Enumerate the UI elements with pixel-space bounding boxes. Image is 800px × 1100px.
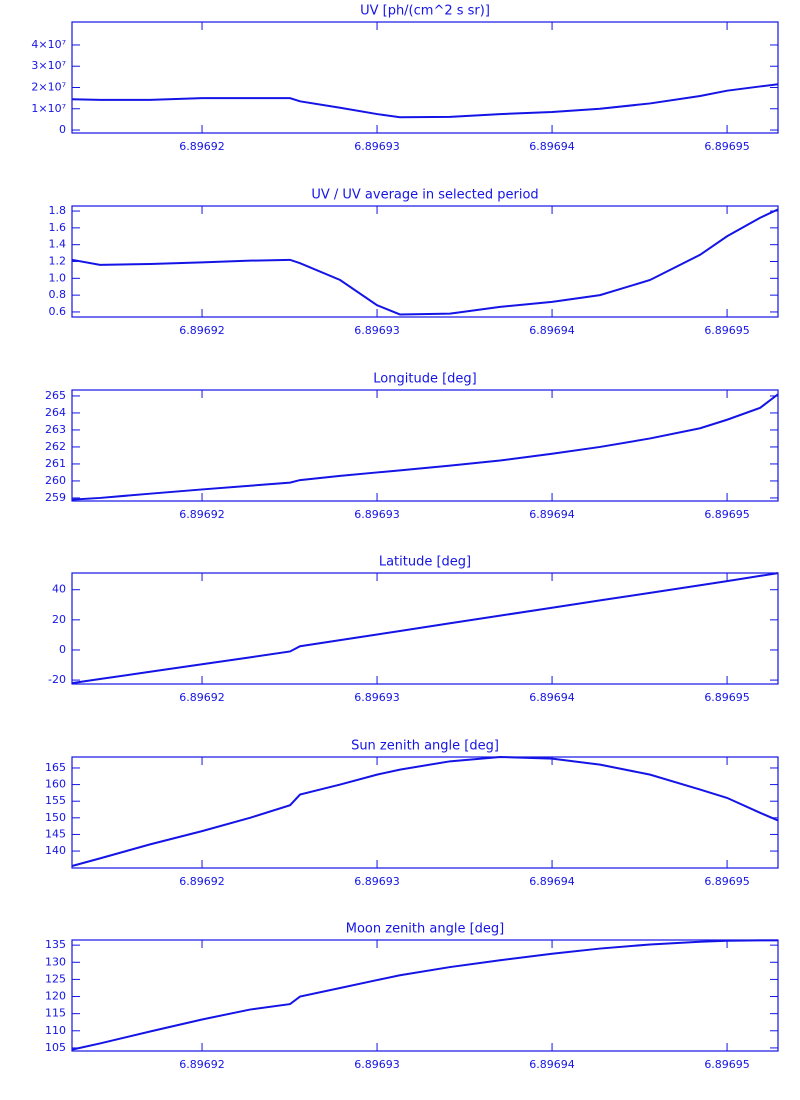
y-tick-label: 150 bbox=[45, 811, 66, 824]
x-tick-label: 6.89692 bbox=[179, 875, 225, 888]
y-tick-label: -20 bbox=[48, 673, 66, 686]
chart-title: Moon zenith angle [deg] bbox=[346, 922, 504, 937]
y-tick-label: 40 bbox=[52, 583, 66, 596]
chart-title: UV [ph/(cm^2 s sr)] bbox=[360, 4, 490, 19]
y-tick-label: 4×10⁷ bbox=[31, 38, 66, 51]
x-tick-label: 6.89692 bbox=[179, 140, 225, 153]
y-tick-label: 160 bbox=[45, 778, 66, 791]
y-tick-label: 140 bbox=[45, 844, 66, 857]
y-tick-label: 263 bbox=[45, 423, 66, 436]
data-line bbox=[71, 755, 779, 867]
y-tick-label: 0 bbox=[59, 643, 66, 656]
y-tick-label: 1.6 bbox=[49, 221, 67, 234]
x-tick-label: 6.89692 bbox=[179, 324, 225, 337]
x-tick-label: 6.89692 bbox=[179, 691, 225, 704]
x-tick-label: 6.89694 bbox=[529, 140, 575, 153]
x-tick-label: 6.89693 bbox=[354, 875, 400, 888]
data-line bbox=[71, 393, 779, 501]
y-tick-label: 1.0 bbox=[49, 271, 67, 284]
x-tick-label: 6.89695 bbox=[704, 1058, 750, 1071]
y-tick-label: 2×10⁷ bbox=[31, 80, 66, 93]
y-tick-label: 125 bbox=[45, 972, 66, 985]
data-line bbox=[71, 572, 779, 685]
plot-frame bbox=[71, 21, 779, 134]
y-tick-label: 3×10⁷ bbox=[31, 59, 66, 72]
y-tick-label: 155 bbox=[45, 794, 66, 807]
x-tick-label: 6.89693 bbox=[354, 1058, 400, 1071]
data-line bbox=[71, 939, 778, 1051]
chart-title: Longitude [deg] bbox=[373, 372, 476, 387]
y-tick-label: 120 bbox=[45, 990, 66, 1003]
x-tick-label: 6.89695 bbox=[704, 324, 750, 337]
y-tick-label: 135 bbox=[45, 938, 66, 951]
plot-frame bbox=[71, 572, 779, 685]
x-tick-label: 6.89692 bbox=[179, 508, 225, 521]
x-tick-label: 6.89693 bbox=[354, 691, 400, 704]
x-tick-label: 6.89695 bbox=[704, 140, 750, 153]
y-tick-label: 1.2 bbox=[49, 255, 67, 268]
x-tick-label: 6.89693 bbox=[354, 140, 400, 153]
plot-frame bbox=[71, 205, 779, 318]
data-line bbox=[71, 83, 779, 119]
x-tick-label: 6.89695 bbox=[704, 875, 750, 888]
chart-title: Latitude [deg] bbox=[379, 555, 471, 570]
x-tick-label: 6.89694 bbox=[529, 508, 575, 521]
x-tick-label: 6.89694 bbox=[529, 875, 575, 888]
y-tick-label: 260 bbox=[45, 474, 66, 487]
y-tick-label: 0 bbox=[59, 123, 66, 136]
x-tick-label: 6.89695 bbox=[704, 691, 750, 704]
y-tick-label: 1.4 bbox=[49, 238, 67, 251]
y-tick-label: 265 bbox=[45, 389, 66, 402]
y-tick-label: 262 bbox=[45, 440, 66, 453]
plot-frame bbox=[71, 939, 779, 1052]
y-tick-label: 20 bbox=[52, 613, 66, 626]
y-tick-label: 1.8 bbox=[49, 204, 67, 217]
y-tick-label: 130 bbox=[45, 955, 66, 968]
x-tick-label: 6.89695 bbox=[704, 508, 750, 521]
y-tick-label: 0.8 bbox=[49, 288, 67, 301]
y-tick-label: 259 bbox=[45, 491, 66, 504]
x-tick-label: 6.89692 bbox=[179, 1058, 225, 1071]
y-tick-label: 145 bbox=[45, 827, 66, 840]
y-tick-label: 1×10⁷ bbox=[31, 102, 66, 115]
chart-title: Sun zenith angle [deg] bbox=[351, 739, 499, 754]
y-tick-label: 115 bbox=[45, 1007, 66, 1020]
y-tick-label: 0.6 bbox=[49, 305, 67, 318]
y-tick-label: 261 bbox=[45, 457, 66, 470]
y-tick-label: 165 bbox=[45, 761, 66, 774]
y-tick-label: 110 bbox=[45, 1024, 66, 1037]
x-tick-label: 6.89694 bbox=[529, 324, 575, 337]
y-tick-label: 264 bbox=[45, 406, 66, 419]
chart-title: UV / UV average in selected period bbox=[311, 188, 538, 203]
x-tick-label: 6.89694 bbox=[529, 691, 575, 704]
x-tick-label: 6.89693 bbox=[354, 508, 400, 521]
plot-frame bbox=[71, 756, 779, 869]
data-line bbox=[71, 208, 779, 316]
x-tick-label: 6.89694 bbox=[529, 1058, 575, 1071]
plot-frame bbox=[71, 389, 779, 502]
y-tick-label: 105 bbox=[45, 1041, 66, 1054]
x-tick-label: 6.89693 bbox=[354, 324, 400, 337]
